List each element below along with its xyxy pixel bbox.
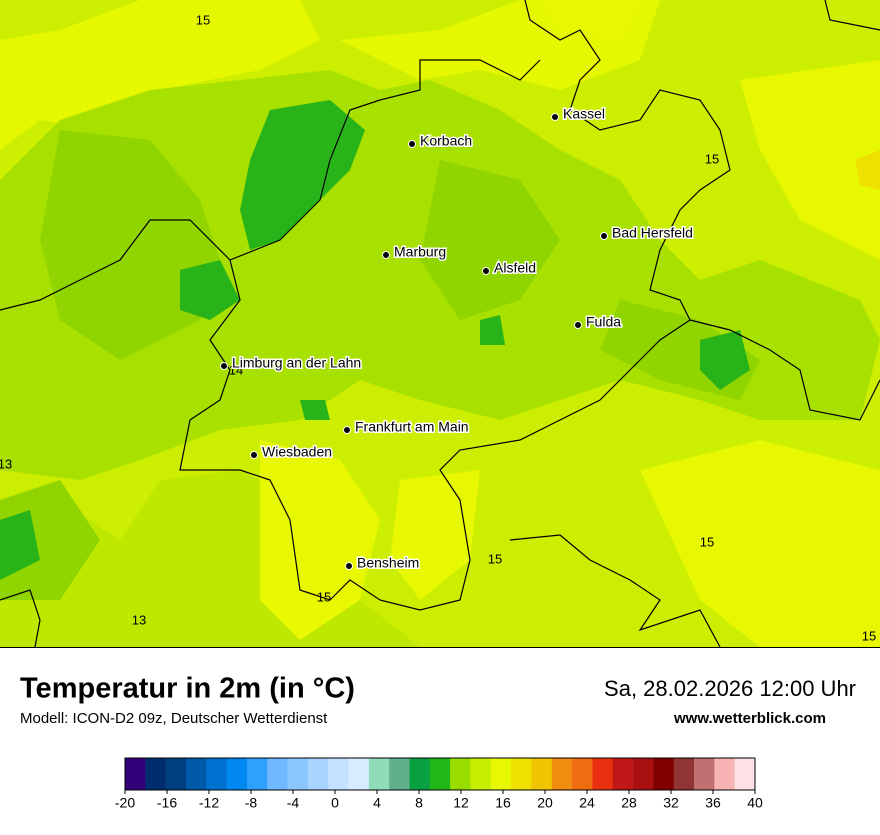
colorbar-segment [185, 758, 207, 790]
cities: Kassel Korbach Bad Hersfeld Marburg Alsfeld F… [220, 104, 694, 572]
colorbar-segment [592, 758, 614, 790]
contour-label: 15 [317, 589, 331, 604]
colorbar-segment [125, 758, 146, 790]
colorbar-segment [206, 758, 227, 790]
city-label: Alsfeld [494, 260, 536, 276]
contour-label: 15 [700, 534, 714, 549]
city-label: Bensheim [357, 555, 419, 571]
colorbar-segment [694, 758, 715, 790]
colorbar-segment [267, 758, 288, 790]
colorbar-tick-label: -16 [157, 795, 177, 811]
city-dot [600, 232, 608, 240]
colorbar-tick-label: -4 [287, 795, 300, 811]
colorbar-tick-label: 36 [705, 795, 721, 811]
colorbar-frame [124, 757, 756, 791]
city-label: Wiesbaden [262, 444, 332, 460]
colorbar-segment [490, 758, 512, 790]
colorbar-tick-label: -12 [199, 795, 219, 811]
website[interactable]: www.wetterblick.com [673, 710, 826, 727]
colorbar-segment [653, 758, 675, 790]
colorbar-segment [673, 758, 695, 790]
contour-label: 15 [705, 151, 719, 166]
border [0, 589, 41, 648]
colorbar-tick-label: 12 [453, 795, 469, 811]
cool-area [0, 130, 760, 600]
city-dot [382, 251, 390, 259]
warm-area [260, 0, 880, 647]
colorbar-segment [734, 758, 756, 790]
contour-label: 15 [488, 551, 502, 566]
border [229, 59, 541, 261]
city-label: Fulda [586, 314, 621, 330]
colorbar-tick-label: 32 [663, 795, 679, 811]
colorbar-segment [612, 758, 634, 790]
colorbar-segment [409, 758, 431, 790]
colorbar-segment [389, 758, 410, 790]
colorbar-tick-label: 40 [747, 795, 763, 811]
colorbar-segment [287, 758, 309, 790]
contour-label: 13 [0, 456, 12, 471]
colorbar-tick-label: 4 [373, 795, 381, 811]
city-label: Bad Hersfeld [612, 225, 693, 241]
colorbar-segment [165, 758, 187, 790]
contour-label: 14 [229, 362, 243, 377]
city-label: Frankfurt am Main [355, 419, 469, 435]
colorbar-segment [470, 758, 492, 790]
contour-label: 15 [862, 628, 876, 643]
city-dot [250, 451, 258, 459]
colorbar-tick-label: -20 [115, 795, 135, 811]
colorbar-segment [551, 758, 573, 790]
colorbar-tick-label: -8 [245, 795, 258, 811]
colorbar-segment [246, 758, 268, 790]
city-dot [220, 362, 228, 370]
colorbar-segment [328, 758, 349, 790]
city-label: Limburg an der Lahn [232, 355, 361, 371]
city-label: Marburg [394, 244, 446, 260]
colorbar-segment [348, 758, 370, 790]
colorbar: -20 -16 -12 -8 -4 0 4 8 12 16 20 24 28 32 36 40 [115, 757, 763, 811]
colorbar-segment [531, 758, 553, 790]
contour-label: 13 [132, 612, 146, 627]
colorbar-segment [714, 758, 735, 790]
map: 15 15 14 13 15 15 15 13 15 Kassel Korbach… [0, 0, 880, 648]
colorbar-segment [572, 758, 593, 790]
contour-label: 15 [196, 12, 210, 27]
colorbar-segment [226, 758, 248, 790]
title: Temperatur in 2m (in °C) [20, 673, 355, 705]
colorbar-segment [511, 758, 532, 790]
colorbar-tick-label: 28 [621, 795, 637, 811]
city-dot [343, 426, 351, 434]
city-dot [482, 267, 490, 275]
city-label: Kassel [563, 106, 605, 122]
border [0, 0, 731, 611]
colorbar-segment [429, 758, 451, 790]
colorbar-segment [633, 758, 654, 790]
colorbar-segment [145, 758, 166, 790]
datetime: Sa, 28.02.2026 12:00 Uhr [604, 676, 856, 701]
city-dot [551, 113, 559, 121]
city-dot [345, 562, 353, 570]
colorbar-tick-label: 8 [415, 795, 423, 811]
model: Modell: ICON-D2 09z, Deutscher Wetterdie… [20, 710, 328, 727]
city-label: Korbach [420, 133, 472, 149]
city-dot [574, 321, 582, 329]
warm-spot [855, 150, 880, 190]
warm-area [0, 0, 660, 150]
border [509, 534, 721, 648]
border [824, 0, 880, 31]
colorbar-segment [307, 758, 329, 790]
colorbar-segment [368, 758, 390, 790]
colorbar-segment [450, 758, 471, 790]
colorbar-tick-label: 0 [331, 795, 339, 811]
colorbar-tick-label: 24 [579, 795, 595, 811]
border [689, 319, 880, 421]
colorbar-tick-label: 20 [537, 795, 553, 811]
city-dot [408, 140, 416, 148]
colorbar-tick-label: 16 [495, 795, 511, 811]
